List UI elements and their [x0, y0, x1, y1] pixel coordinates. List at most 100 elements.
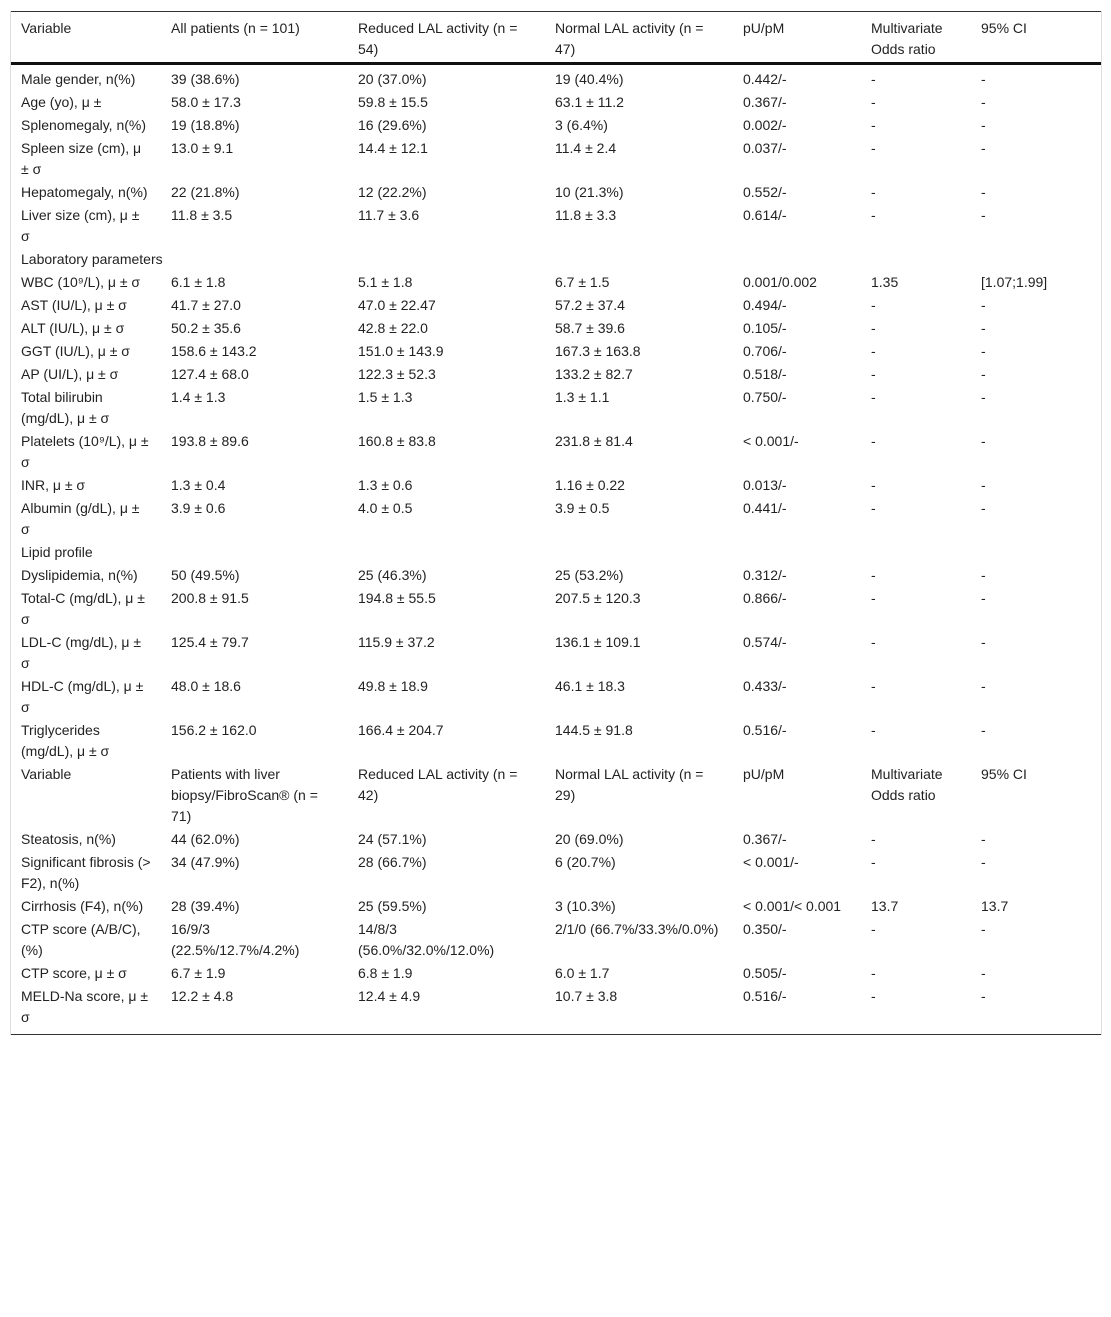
table-cell: -	[981, 320, 986, 336]
table-cell: 44 (62.0%)	[171, 831, 240, 847]
table-cell: Liver size (cm), μ ± σ	[21, 207, 140, 244]
table-cell: Reduced LAL activity (n = 42)	[358, 766, 518, 803]
table-cell: 6.7 ± 1.9	[171, 965, 226, 981]
table-row: CTP score (A/B/C), (%) 16/9/3 (22.5%/12.7…	[11, 917, 1101, 961]
table-cell: 231.8 ± 81.4	[555, 433, 633, 449]
table-cell: 0.433/-	[743, 678, 787, 694]
table-cell: 59.8 ± 15.5	[358, 94, 428, 110]
table-cell: WBC (10⁹/L), μ ± σ	[21, 274, 141, 290]
table-cell: [1.07;1.99]	[981, 274, 1048, 290]
table-cell: 167.3 ± 163.8	[555, 343, 641, 359]
table-cell: -	[981, 500, 986, 516]
table-row: AP (UI/L), μ ± σ 127.4 ± 68.0 122.3 ± 52.3…	[11, 362, 1101, 385]
table-cell: 20 (37.0%)	[358, 71, 427, 87]
table-cell: 194.8 ± 55.5	[358, 590, 436, 606]
table-cell: 0.037/-	[743, 140, 787, 156]
table-cell: -	[871, 722, 876, 738]
table-cell: 6 (20.7%)	[555, 854, 616, 870]
table-cell: 158.6 ± 143.2	[171, 343, 257, 359]
table-cell: 3 (6.4%)	[555, 117, 608, 133]
table-cell: -	[981, 140, 986, 156]
table-cell: 0.574/-	[743, 634, 787, 650]
table-cell: 48.0 ± 18.6	[171, 678, 241, 694]
table-cell: 58.0 ± 17.3	[171, 94, 241, 110]
table-cell: 34 (47.9%)	[171, 854, 240, 870]
table-cell: -	[871, 854, 876, 870]
table-cell: 16/9/3 (22.5%/12.7%/4.2%)	[171, 921, 300, 958]
header-odds-ratio: Multivariate Odds ratio	[861, 11, 971, 65]
table-cell: Age (yo), μ ±	[21, 94, 102, 110]
table-cell: CTP score (A/B/C), (%)	[21, 921, 141, 958]
table-cell: Albumin (g/dL), μ ± σ	[21, 500, 140, 537]
table-cell: -	[871, 678, 876, 694]
table-cell: 12.2 ± 4.8	[171, 988, 234, 1004]
table-cell: -	[981, 722, 986, 738]
table-row: MELD-Na score, μ ± σ 12.2 ± 4.8 12.4 ± 4.9…	[11, 984, 1101, 1035]
table-cell: 0.367/-	[743, 94, 787, 110]
table-cell: -	[871, 366, 876, 382]
table-cell: 1.3 ± 0.6	[358, 477, 413, 493]
table-row: Steatosis, n(%) 44 (62.0%) 24 (57.1%) 20 (6…	[11, 827, 1101, 850]
table-cell: 41.7 ± 27.0	[171, 297, 241, 313]
table-cell: 6.8 ± 1.9	[358, 965, 413, 981]
table-cell: 0.552/-	[743, 184, 787, 200]
table-header-row: Variable All patients (n = 101) Reduced …	[11, 11, 1101, 65]
table-cell: 133.2 ± 82.7	[555, 366, 633, 382]
table-cell: -	[981, 567, 986, 583]
table-cell: 50.2 ± 35.6	[171, 320, 241, 336]
table-cell: -	[981, 389, 986, 405]
table-row: Platelets (10⁹/L), μ ± σ 193.8 ± 89.6 160.…	[11, 429, 1101, 473]
table-row: Age (yo), μ ± 58.0 ± 17.3 59.8 ± 15.5 63.1 …	[11, 90, 1101, 113]
table-cell: Male gender, n(%)	[21, 71, 136, 87]
table-row: Hepatomegaly, n(%) 22 (21.8%) 12 (22.2%) 10…	[11, 180, 1101, 203]
table-row: LDL-C (mg/dL), μ ± σ 125.4 ± 79.7 115.9 ± …	[11, 630, 1101, 674]
table-cell: 19 (40.4%)	[555, 71, 624, 87]
table-cell: -	[981, 94, 986, 110]
table-cell: -	[871, 297, 876, 313]
header-ci: 95% CI	[971, 11, 1101, 65]
header-p-value: pU/pM	[733, 11, 861, 65]
table-row: ALT (IU/L), μ ± σ 50.2 ± 35.6 42.8 ± 22.0 5…	[11, 316, 1101, 339]
table-cell: Multivariate Odds ratio	[871, 766, 943, 803]
table-cell: 2/1/0 (66.7%/33.3%/0.0%)	[555, 921, 719, 937]
table-cell: -	[871, 320, 876, 336]
table-cell: 0.706/-	[743, 343, 787, 359]
table-cell: -	[871, 590, 876, 606]
table-cell: -	[981, 831, 986, 847]
table-cell: < 0.001/< 0.001	[743, 898, 842, 914]
table-cell: < 0.001/-	[743, 854, 799, 870]
table-cell: pU/pM	[743, 766, 785, 782]
table-cell: AP (UI/L), μ ± σ	[21, 366, 119, 382]
table-row: AST (IU/L), μ ± σ 41.7 ± 27.0 47.0 ± 22.47…	[11, 293, 1101, 316]
table-cell: 20 (69.0%)	[555, 831, 624, 847]
table-cell: Total bilirubin (mg/dL), μ ± σ	[21, 389, 110, 426]
table-cell: 6.7 ± 1.5	[555, 274, 610, 290]
section-row: Lipid profile	[11, 540, 1101, 563]
table-cell: 5.1 ± 1.8	[358, 274, 413, 290]
table-cell: 95% CI	[981, 766, 1027, 782]
table-cell: 13.7	[871, 898, 899, 914]
table-cell: Steatosis, n(%)	[21, 831, 116, 847]
table-cell: 151.0 ± 143.9	[358, 343, 444, 359]
table-cell: 19 (18.8%)	[171, 117, 240, 133]
table-cell: 200.8 ± 91.5	[171, 590, 249, 606]
table-cell: 1.16 ± 0.22	[555, 477, 625, 493]
table-cell: 3.9 ± 0.6	[171, 500, 226, 516]
table-row: GGT (IU/L), μ ± σ 158.6 ± 143.2 151.0 ± 14…	[11, 339, 1101, 362]
table-row: Liver size (cm), μ ± σ 11.8 ± 3.5 11.7 ± 3…	[11, 203, 1101, 247]
table-cell: 207.5 ± 120.3	[555, 590, 641, 606]
table-row: Cirrhosis (F4), n(%) 28 (39.4%) 25 (59.5%)…	[11, 894, 1101, 917]
table-cell: INR, μ ± σ	[21, 477, 86, 493]
table-cell: Triglycerides (mg/dL), μ ± σ	[21, 722, 110, 759]
table-row: Dyslipidemia, n(%) 50 (49.5%) 25 (46.3%) 25…	[11, 563, 1101, 586]
table-cell: -	[871, 343, 876, 359]
table-cell: 25 (46.3%)	[358, 567, 427, 583]
table-row: Total bilirubin (mg/dL), μ ± σ 1.4 ± 1.3 1…	[11, 385, 1101, 429]
table-row: INR, μ ± σ 1.3 ± 0.4 1.3 ± 0.6 1.16 ± 0.22 0…	[11, 473, 1101, 496]
table-cell: 0.002/-	[743, 117, 787, 133]
table-cell: Variable	[21, 766, 72, 782]
table-cell: 122.3 ± 52.3	[358, 366, 436, 382]
table-row: Splenomegaly, n(%) 19 (18.8%) 16 (29.6%) 3 …	[11, 113, 1101, 136]
table-cell: 63.1 ± 11.2	[555, 94, 624, 110]
table-cell: MELD-Na score, μ ± σ	[21, 988, 148, 1025]
